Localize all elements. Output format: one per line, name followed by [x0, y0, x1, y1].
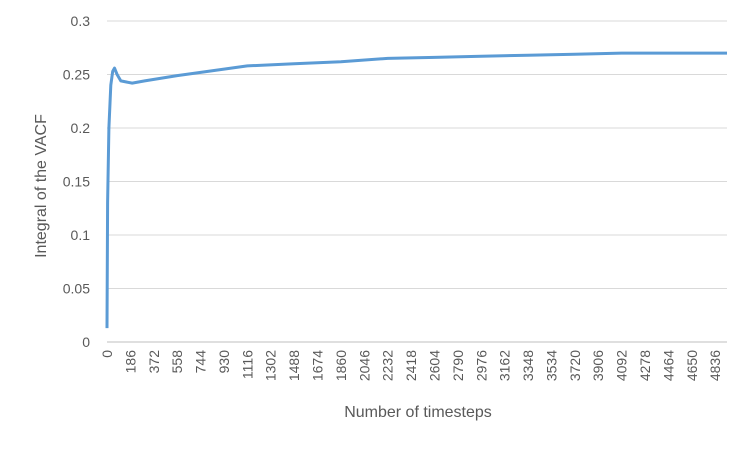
x-tick-label: 2604 — [426, 350, 442, 381]
x-tick-label: 1488 — [286, 350, 302, 381]
x-tick-label: 558 — [169, 350, 185, 374]
y-axis-title: Integral of the VACF — [33, 114, 50, 258]
y-tick-label: 0.05 — [63, 281, 90, 297]
x-tick-label: 4092 — [614, 350, 630, 381]
x-axis-title: Number of timesteps — [344, 404, 492, 421]
y-tick-label: 0.2 — [71, 120, 91, 136]
x-tick-label: 4278 — [637, 350, 653, 381]
y-tick-label: 0.1 — [71, 227, 91, 243]
y-tick-label: 0.25 — [63, 67, 90, 83]
x-tick-label: 2976 — [473, 350, 489, 381]
x-tick-label: 1302 — [263, 350, 279, 381]
x-tick-label: 4650 — [684, 350, 700, 381]
y-tick-label: 0.15 — [63, 174, 90, 190]
x-tick-label: 1860 — [333, 350, 349, 381]
x-tick-label: 1116 — [239, 350, 255, 379]
x-tick-label: 2790 — [450, 350, 466, 381]
y-tick-label: 0.3 — [71, 13, 91, 29]
y-tick-label: 0 — [82, 334, 90, 350]
x-tick-label: 0 — [99, 350, 115, 358]
x-tick-label: 3162 — [497, 350, 513, 381]
x-tick-label: 2232 — [380, 350, 396, 381]
x-tick-label: 2046 — [356, 350, 372, 381]
x-tick-label: 3534 — [543, 350, 559, 381]
x-tick-label: 3348 — [520, 350, 536, 381]
x-tick-label: 186 — [122, 350, 138, 374]
x-tick-label: 3720 — [567, 350, 583, 381]
x-tick-label: 930 — [216, 350, 232, 374]
x-tick-label: 3906 — [590, 350, 606, 381]
x-tick-label: 744 — [193, 350, 209, 374]
x-tick-label: 1674 — [310, 350, 326, 381]
x-tick-label: 4836 — [707, 350, 723, 381]
data-line — [105, 51, 727, 329]
x-tick-label: 4464 — [660, 350, 676, 381]
x-tick-label: 2418 — [403, 350, 419, 381]
x-tick-label: 372 — [146, 350, 162, 374]
